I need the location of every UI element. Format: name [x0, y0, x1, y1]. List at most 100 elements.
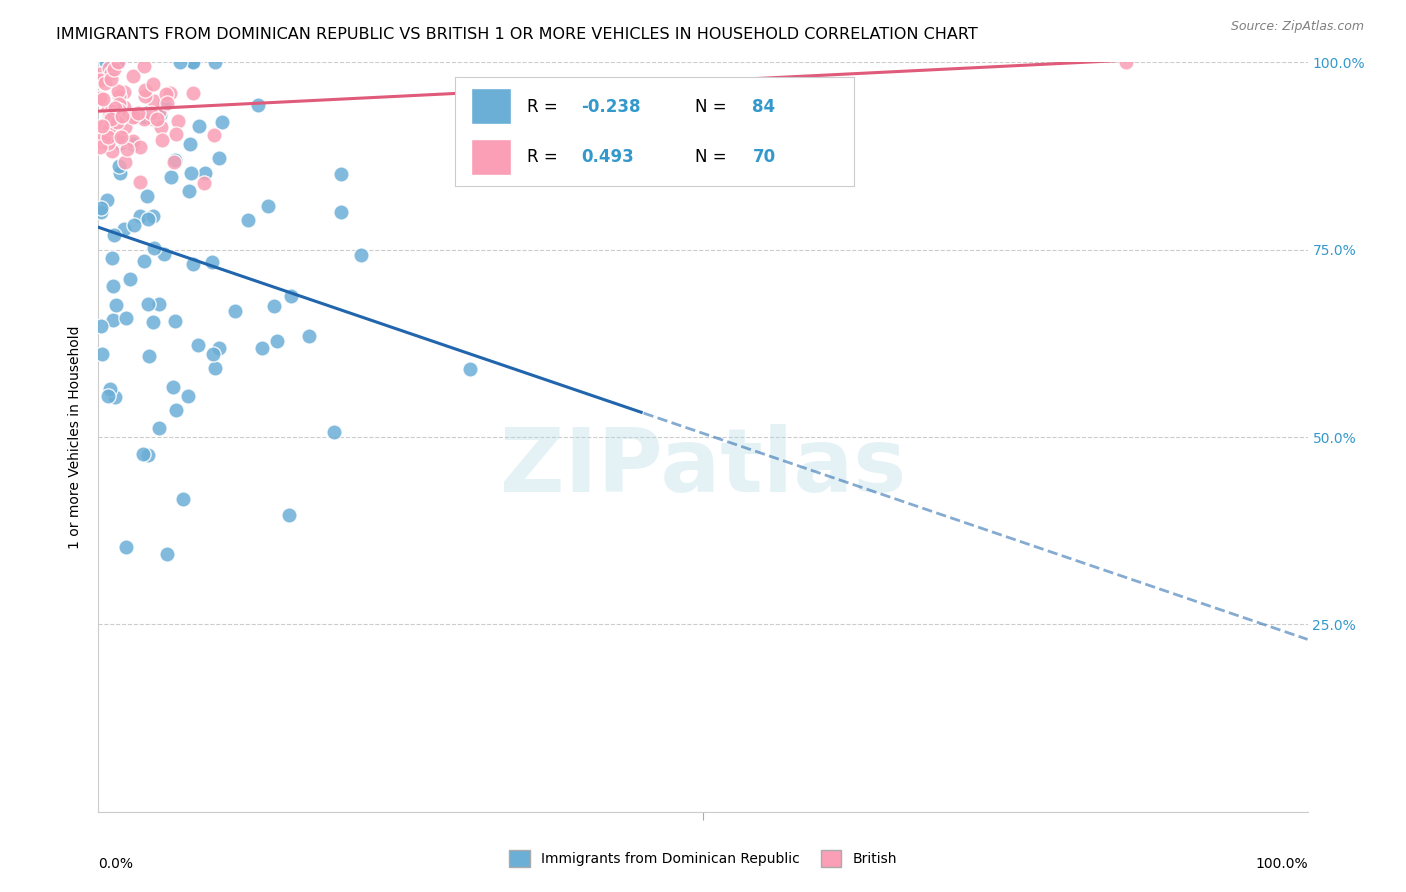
Point	[155, 87, 177, 102]
Point	[1115, 55, 1137, 70]
Point	[115, 311, 138, 326]
Point	[105, 298, 128, 312]
Point	[181, 257, 204, 271]
Point	[181, 86, 204, 100]
Point	[94, 119, 117, 133]
Point	[246, 98, 269, 112]
Point	[101, 313, 124, 327]
Point	[165, 127, 187, 141]
Point	[103, 227, 125, 242]
Point	[179, 136, 201, 151]
Point	[134, 59, 156, 73]
Point	[110, 110, 132, 124]
Point	[89, 140, 111, 154]
Point	[134, 82, 156, 96]
Point	[117, 141, 139, 155]
Point	[96, 193, 118, 207]
Point	[90, 319, 112, 334]
Point	[93, 130, 115, 145]
Point	[89, 73, 111, 87]
Point	[224, 304, 246, 318]
Point	[100, 251, 122, 265]
Point	[97, 130, 120, 145]
Point	[112, 222, 135, 236]
Point	[122, 110, 145, 124]
Point	[204, 55, 226, 70]
Point	[138, 105, 160, 120]
Point	[179, 184, 201, 198]
Point	[108, 136, 131, 150]
Point	[90, 201, 112, 215]
Point	[280, 289, 302, 303]
Point	[149, 120, 172, 135]
Point	[141, 78, 163, 92]
Point	[163, 155, 186, 169]
Point	[142, 315, 165, 329]
Point	[148, 105, 170, 120]
Point	[105, 55, 128, 70]
Legend: Immigrants from Dominican Republic, British: Immigrants from Dominican Republic, Brit…	[503, 844, 903, 872]
Point	[139, 106, 162, 120]
Point	[148, 297, 170, 311]
Point	[121, 69, 143, 83]
Point	[127, 105, 149, 120]
Point	[100, 65, 122, 79]
Point	[136, 448, 159, 462]
Point	[94, 55, 117, 70]
Point	[298, 329, 321, 343]
Text: ZIPatlas: ZIPatlas	[501, 424, 905, 510]
Point	[89, 91, 111, 105]
Point	[266, 334, 288, 348]
Point	[114, 120, 136, 135]
Point	[142, 209, 165, 223]
Point	[110, 129, 132, 144]
Point	[156, 547, 179, 561]
Point	[101, 118, 124, 132]
Point	[129, 209, 152, 223]
Point	[100, 72, 122, 87]
Point	[98, 121, 121, 136]
Text: Source: ZipAtlas.com: Source: ZipAtlas.com	[1230, 20, 1364, 33]
Point	[187, 338, 209, 352]
Point	[98, 61, 121, 75]
Point	[93, 136, 115, 151]
Point	[118, 271, 141, 285]
Point	[136, 189, 159, 203]
Point	[132, 447, 155, 461]
Point	[250, 341, 273, 355]
Point	[107, 96, 129, 111]
Text: 0.0%: 0.0%	[98, 856, 134, 871]
Point	[201, 255, 224, 269]
Point	[136, 296, 159, 310]
Point	[90, 205, 112, 219]
Point	[111, 109, 134, 123]
Text: 100.0%: 100.0%	[1256, 856, 1308, 871]
Point	[159, 86, 181, 100]
Point	[129, 140, 152, 154]
Point	[134, 253, 156, 268]
Point	[183, 55, 205, 70]
Point	[187, 120, 209, 134]
Point	[204, 128, 226, 142]
Point	[112, 100, 135, 114]
Point	[121, 137, 143, 152]
Point	[112, 85, 135, 99]
Point	[114, 155, 136, 169]
Point	[134, 111, 156, 125]
Point	[122, 218, 145, 232]
Point	[142, 112, 165, 126]
Point	[193, 176, 215, 190]
Point	[148, 421, 170, 435]
Point	[194, 166, 217, 180]
Point	[98, 382, 121, 396]
Point	[115, 107, 138, 121]
Point	[160, 170, 183, 185]
Point	[136, 211, 159, 226]
Point	[143, 95, 166, 109]
Point	[97, 136, 120, 150]
Point	[101, 145, 124, 159]
Point	[211, 114, 233, 128]
Point	[100, 128, 122, 143]
Point	[97, 389, 120, 403]
Point	[98, 109, 121, 123]
